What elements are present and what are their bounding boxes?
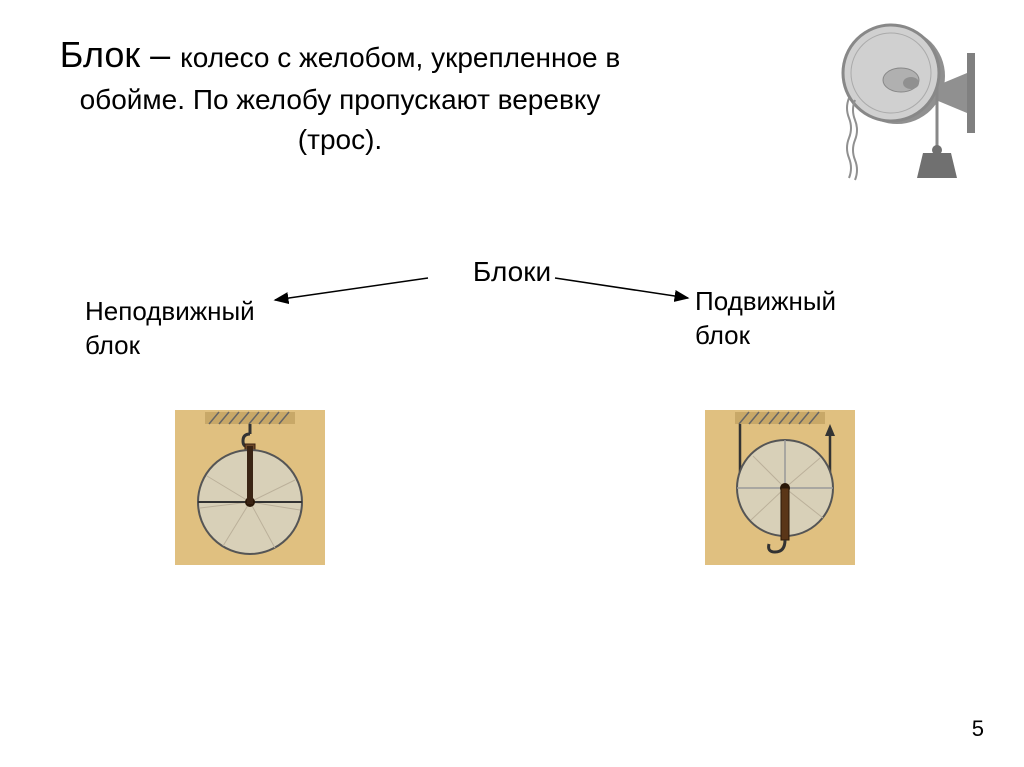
movable-block-label: Подвижный блок <box>695 285 836 353</box>
page-number: 5 <box>972 716 984 742</box>
movable-block-line2: блок <box>695 320 750 350</box>
movable-block-figure <box>705 410 855 565</box>
fixed-block-label: Неподвижный блок <box>85 295 255 363</box>
fixed-block-line1: Неподвижный <box>85 296 255 326</box>
fixed-block-figure <box>175 410 325 565</box>
fixed-block-line2: блок <box>85 330 140 360</box>
movable-block-line1: Подвижный <box>695 286 836 316</box>
arrow-left <box>0 0 1024 767</box>
